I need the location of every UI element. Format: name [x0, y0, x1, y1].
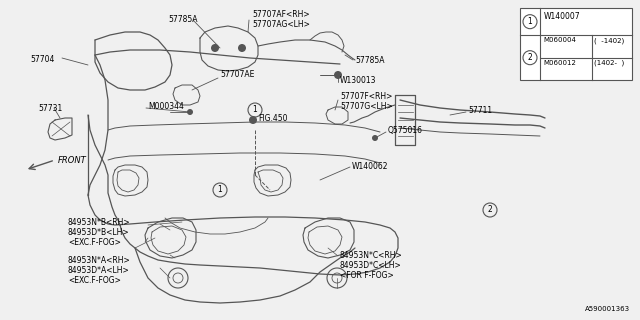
Circle shape: [187, 109, 193, 115]
Text: 57731: 57731: [38, 104, 62, 113]
Text: 57707G<LH>: 57707G<LH>: [340, 102, 393, 111]
Text: 57707AG<LH>: 57707AG<LH>: [252, 20, 310, 29]
Text: FRONT: FRONT: [58, 156, 87, 165]
Text: 57707AF<RH>: 57707AF<RH>: [252, 10, 310, 19]
Text: 57785A: 57785A: [168, 15, 198, 24]
Text: W130013: W130013: [340, 76, 376, 85]
Bar: [520, 8, 632, 80]
Text: 57711: 57711: [468, 106, 492, 115]
Circle shape: [238, 44, 246, 52]
Text: 2: 2: [488, 205, 492, 214]
Text: 2: 2: [527, 53, 532, 62]
Circle shape: [249, 116, 257, 124]
Text: <EXC.F-FOG>: <EXC.F-FOG>: [68, 276, 121, 285]
Text: 84953N*B<RH>: 84953N*B<RH>: [68, 218, 131, 227]
Text: 84953D*C<LH>: 84953D*C<LH>: [340, 261, 402, 270]
Text: A590001363: A590001363: [585, 306, 630, 312]
Text: <EXC.F-FOG>: <EXC.F-FOG>: [68, 238, 121, 247]
Text: 84953D*A<LH>: 84953D*A<LH>: [68, 266, 130, 275]
Text: W140062: W140062: [352, 162, 388, 171]
Text: <FOR F-FOG>: <FOR F-FOG>: [340, 271, 394, 280]
Circle shape: [334, 71, 342, 79]
Text: 1: 1: [253, 106, 257, 115]
Text: Q575016: Q575016: [388, 126, 423, 135]
Text: FIG.450: FIG.450: [258, 114, 287, 123]
Text: 57704: 57704: [30, 55, 54, 64]
Text: M060004: M060004: [543, 37, 576, 43]
Text: (  -1402): ( -1402): [594, 37, 624, 44]
Text: 57707AE: 57707AE: [220, 70, 254, 79]
Text: 57785A: 57785A: [355, 56, 385, 65]
Circle shape: [211, 44, 219, 52]
Text: 1: 1: [527, 17, 532, 26]
Text: M060012: M060012: [543, 60, 576, 66]
Text: 84953N*C<RH>: 84953N*C<RH>: [340, 251, 403, 260]
Text: 84953D*B<LH>: 84953D*B<LH>: [68, 228, 130, 237]
Text: 1: 1: [218, 186, 222, 195]
Text: M000344: M000344: [148, 102, 184, 111]
Text: 84953N*A<RH>: 84953N*A<RH>: [68, 256, 131, 265]
Text: 57707F<RH>: 57707F<RH>: [340, 92, 392, 101]
Text: W140007: W140007: [544, 12, 580, 21]
Text: (1402-  ): (1402- ): [594, 60, 624, 66]
Circle shape: [372, 135, 378, 141]
